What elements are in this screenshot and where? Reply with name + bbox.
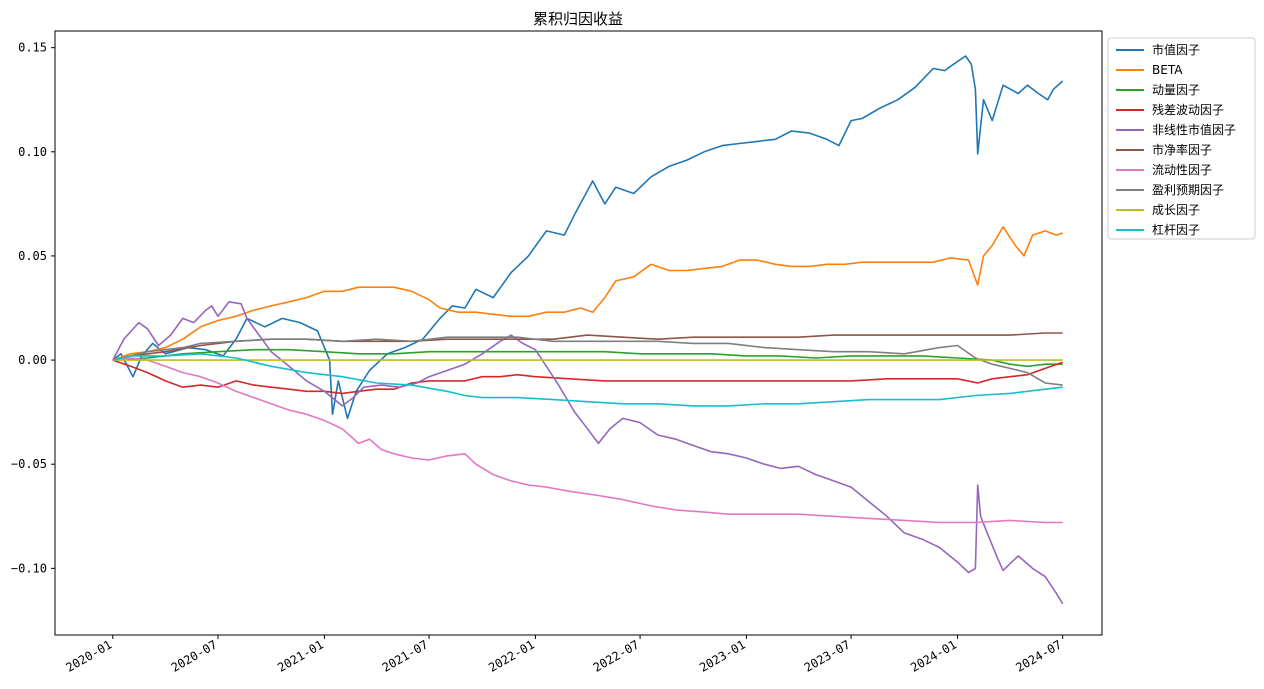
legend-label: 动量因子 <box>1152 83 1200 97</box>
y-tick-label: 0.05 <box>18 249 47 263</box>
y-axis: 0.15 0.10 0.05 0.00 −0.05 −0.10 <box>11 41 55 575</box>
legend-box <box>1107 37 1256 240</box>
legend-label: 非线性市值因子 <box>1152 122 1236 137</box>
legend-label: 流动性因子 <box>1152 163 1212 177</box>
y-tick-label: −0.10 <box>11 561 47 575</box>
legend-label: BETA <box>1152 63 1183 77</box>
plot-frame <box>54 30 1103 636</box>
legend-label: 成长因子 <box>1152 203 1200 217</box>
series-layer <box>112 55 1064 605</box>
series-line-6 <box>112 357 1063 524</box>
series-line-0 <box>112 55 1064 420</box>
legend-label: 市值因子 <box>1152 42 1200 57</box>
legend-label: 盈利预期因子 <box>1152 183 1224 197</box>
y-tick-label: 0.00 <box>18 353 47 367</box>
series-line-1 <box>112 226 1063 361</box>
y-tick-label: −0.05 <box>11 457 47 471</box>
y-tick-label: 0.10 <box>18 145 47 159</box>
chart-title: 累积归因收益 <box>533 10 623 28</box>
legend-label: 市净率因子 <box>1152 142 1212 157</box>
legend-label: 杠杆因子 <box>1152 222 1200 237</box>
series-line-7 <box>112 336 1063 386</box>
series-line-4 <box>112 301 1064 605</box>
series-line-9 <box>112 353 1063 407</box>
series-line-3 <box>112 359 1063 395</box>
series-line-2 <box>112 348 1063 368</box>
legend-label: 残差波动因子 <box>1152 103 1224 117</box>
legend: 市值因子 BETA 动量因子残差波动因子非线性市值因子市净率因子流动性因子盈利预期因… <box>1107 37 1256 240</box>
y-tick-label: 0.15 <box>18 41 47 55</box>
